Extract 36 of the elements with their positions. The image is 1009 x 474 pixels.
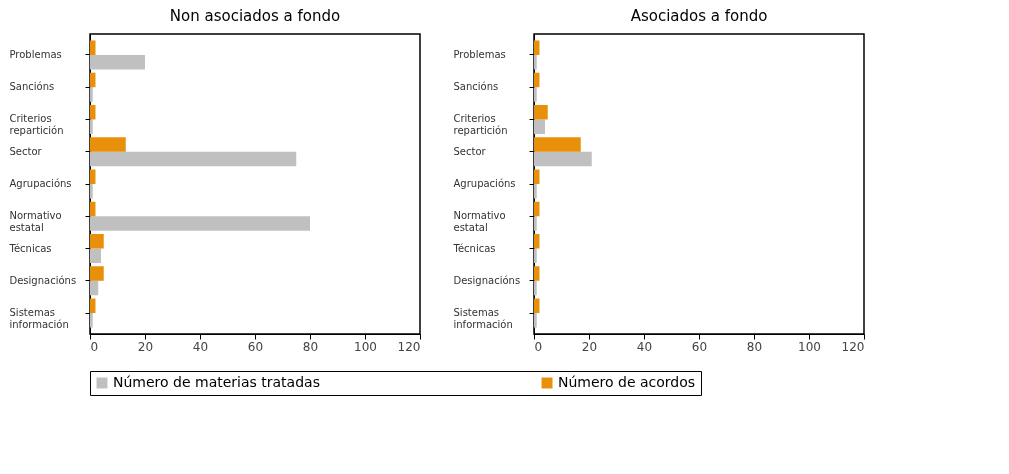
y-tick-label: Técnicas <box>452 242 496 254</box>
y-tick-label: Técnicas <box>8 242 52 254</box>
y-tick-label: Normativo estatal <box>453 210 506 234</box>
x-tick-label: 20 <box>137 339 154 354</box>
x-tick-label: 100 <box>354 339 377 354</box>
x-tick-label: 60 <box>247 339 264 354</box>
x-tick-label: 80 <box>746 339 763 354</box>
y-tick-label: Designacións <box>453 274 521 286</box>
x-tick-label: 60 <box>691 339 708 354</box>
chart-title: Asociados a fondo <box>630 7 768 25</box>
y-tick-label: Sistemas información <box>453 307 513 331</box>
x-tick-label: 80 <box>302 339 319 354</box>
y-tick-label: Sancións <box>9 81 55 93</box>
legend-label: Número de acordos <box>558 374 696 390</box>
x-tick-label: 120 <box>841 339 865 354</box>
y-tick-label: Sancións <box>453 81 499 93</box>
y-tick-label: Problemas <box>453 48 506 60</box>
x-tick-label: 100 <box>798 339 821 354</box>
chart-title: Non asociados a fondo <box>169 7 341 25</box>
legend-label: Número de materias tratadas <box>113 374 320 390</box>
y-tick-label: Normativo estatal <box>9 210 62 234</box>
y-tick-label: Sector <box>453 145 487 157</box>
y-tick-label: Sector <box>9 145 43 157</box>
y-tick-label: Sistemas información <box>9 307 69 331</box>
y-tick-label: Criterios repartición <box>453 113 508 137</box>
y-tick-label: Problemas <box>9 48 62 60</box>
y-tick-label: Agrupacións <box>9 178 72 189</box>
y-tick-label: Agrupacións <box>453 178 516 189</box>
x-tick-label: 120 <box>397 339 421 354</box>
y-tick-label: Criterios repartición <box>9 113 64 137</box>
x-tick-label: 40 <box>636 339 653 354</box>
x-tick-label: 0 <box>534 339 543 354</box>
x-tick-label: 0 <box>90 339 99 354</box>
x-tick-label: 40 <box>192 339 209 354</box>
x-tick-label: 20 <box>581 339 598 354</box>
y-tick-label: Designacións <box>9 274 77 286</box>
